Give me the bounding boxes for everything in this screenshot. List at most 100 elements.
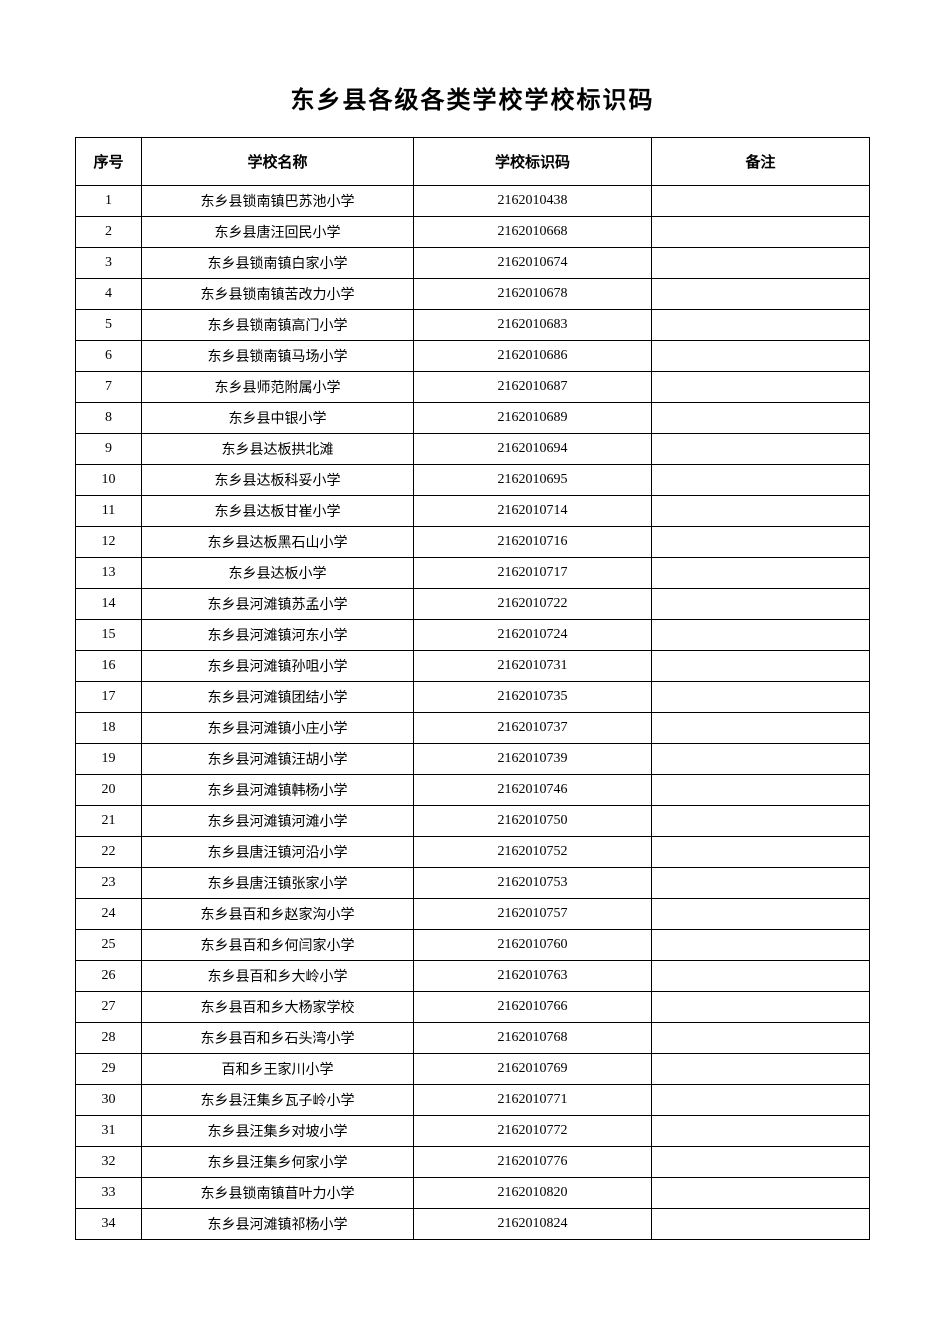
cell-school-name: 东乡县中银小学 bbox=[142, 403, 414, 434]
cell-school-name: 东乡县河滩镇苏孟小学 bbox=[142, 589, 414, 620]
cell-remark bbox=[652, 558, 870, 589]
cell-remark bbox=[652, 1054, 870, 1085]
cell-school-name: 东乡县锁南镇巴苏池小学 bbox=[142, 186, 414, 217]
cell-remark bbox=[652, 341, 870, 372]
cell-school-name: 东乡县百和乡石头湾小学 bbox=[142, 1023, 414, 1054]
cell-remark bbox=[652, 744, 870, 775]
cell-remark bbox=[652, 651, 870, 682]
cell-school-code: 2162010769 bbox=[414, 1054, 652, 1085]
cell-school-name: 东乡县锁南镇苦改力小学 bbox=[142, 279, 414, 310]
table-row: 9东乡县达板拱北滩2162010694 bbox=[76, 434, 870, 465]
cell-remark bbox=[652, 310, 870, 341]
cell-remark bbox=[652, 279, 870, 310]
table-row: 27东乡县百和乡大杨家学校2162010766 bbox=[76, 992, 870, 1023]
cell-seq: 19 bbox=[76, 744, 142, 775]
cell-seq: 13 bbox=[76, 558, 142, 589]
table-row: 29百和乡王家川小学2162010769 bbox=[76, 1054, 870, 1085]
cell-school-name: 百和乡王家川小学 bbox=[142, 1054, 414, 1085]
cell-seq: 3 bbox=[76, 248, 142, 279]
table-row: 4东乡县锁南镇苦改力小学2162010678 bbox=[76, 279, 870, 310]
cell-school-name: 东乡县唐汪镇张家小学 bbox=[142, 868, 414, 899]
cell-seq: 27 bbox=[76, 992, 142, 1023]
table-row: 12东乡县达板黑石山小学2162010716 bbox=[76, 527, 870, 558]
school-code-table: 序号 学校名称 学校标识码 备注 1东乡县锁南镇巴苏池小学21620104382… bbox=[75, 137, 870, 1240]
cell-remark bbox=[652, 868, 870, 899]
cell-remark bbox=[652, 806, 870, 837]
cell-school-code: 2162010694 bbox=[414, 434, 652, 465]
table-row: 13东乡县达板小学2162010717 bbox=[76, 558, 870, 589]
table-row: 2东乡县唐汪回民小学2162010668 bbox=[76, 217, 870, 248]
cell-school-code: 2162010766 bbox=[414, 992, 652, 1023]
cell-school-code: 2162010753 bbox=[414, 868, 652, 899]
cell-school-name: 东乡县河滩镇韩杨小学 bbox=[142, 775, 414, 806]
cell-school-code: 2162010760 bbox=[414, 930, 652, 961]
table-row: 5东乡县锁南镇高门小学2162010683 bbox=[76, 310, 870, 341]
table-row: 7东乡县师范附属小学2162010687 bbox=[76, 372, 870, 403]
cell-school-name: 东乡县达板黑石山小学 bbox=[142, 527, 414, 558]
header-seq: 序号 bbox=[76, 138, 142, 186]
cell-seq: 2 bbox=[76, 217, 142, 248]
cell-seq: 8 bbox=[76, 403, 142, 434]
table-header-row: 序号 学校名称 学校标识码 备注 bbox=[76, 138, 870, 186]
cell-school-name: 东乡县师范附属小学 bbox=[142, 372, 414, 403]
header-name: 学校名称 bbox=[142, 138, 414, 186]
cell-school-code: 2162010763 bbox=[414, 961, 652, 992]
cell-seq: 29 bbox=[76, 1054, 142, 1085]
cell-remark bbox=[652, 899, 870, 930]
cell-seq: 26 bbox=[76, 961, 142, 992]
cell-remark bbox=[652, 992, 870, 1023]
cell-school-code: 2162010737 bbox=[414, 713, 652, 744]
cell-school-code: 2162010722 bbox=[414, 589, 652, 620]
cell-seq: 24 bbox=[76, 899, 142, 930]
cell-school-name: 东乡县锁南镇白家小学 bbox=[142, 248, 414, 279]
cell-remark bbox=[652, 620, 870, 651]
cell-school-name: 东乡县河滩镇祁杨小学 bbox=[142, 1209, 414, 1240]
cell-remark bbox=[652, 372, 870, 403]
cell-school-code: 2162010683 bbox=[414, 310, 652, 341]
cell-remark bbox=[652, 434, 870, 465]
table-row: 8东乡县中银小学2162010689 bbox=[76, 403, 870, 434]
cell-seq: 32 bbox=[76, 1147, 142, 1178]
cell-school-name: 东乡县汪集乡对坡小学 bbox=[142, 1116, 414, 1147]
table-row: 25东乡县百和乡何闫家小学2162010760 bbox=[76, 930, 870, 961]
cell-school-name: 东乡县锁南镇苜叶力小学 bbox=[142, 1178, 414, 1209]
table-row: 1东乡县锁南镇巴苏池小学2162010438 bbox=[76, 186, 870, 217]
table-row: 18东乡县河滩镇小庄小学2162010737 bbox=[76, 713, 870, 744]
table-row: 31东乡县汪集乡对坡小学2162010772 bbox=[76, 1116, 870, 1147]
cell-school-code: 2162010824 bbox=[414, 1209, 652, 1240]
cell-seq: 5 bbox=[76, 310, 142, 341]
cell-remark bbox=[652, 403, 870, 434]
cell-remark bbox=[652, 1023, 870, 1054]
table-row: 34东乡县河滩镇祁杨小学2162010824 bbox=[76, 1209, 870, 1240]
cell-remark bbox=[652, 527, 870, 558]
cell-remark bbox=[652, 1147, 870, 1178]
cell-school-code: 2162010776 bbox=[414, 1147, 652, 1178]
cell-school-code: 2162010668 bbox=[414, 217, 652, 248]
cell-remark bbox=[652, 713, 870, 744]
table-row: 26东乡县百和乡大岭小学2162010763 bbox=[76, 961, 870, 992]
table-row: 20东乡县河滩镇韩杨小学2162010746 bbox=[76, 775, 870, 806]
cell-seq: 12 bbox=[76, 527, 142, 558]
cell-seq: 17 bbox=[76, 682, 142, 713]
table-row: 22东乡县唐汪镇河沿小学2162010752 bbox=[76, 837, 870, 868]
cell-remark bbox=[652, 1209, 870, 1240]
cell-school-code: 2162010750 bbox=[414, 806, 652, 837]
cell-school-name: 东乡县河滩镇汪胡小学 bbox=[142, 744, 414, 775]
cell-seq: 1 bbox=[76, 186, 142, 217]
cell-school-code: 2162010695 bbox=[414, 465, 652, 496]
cell-seq: 20 bbox=[76, 775, 142, 806]
cell-seq: 16 bbox=[76, 651, 142, 682]
table-row: 6东乡县锁南镇马场小学2162010686 bbox=[76, 341, 870, 372]
table-row: 3东乡县锁南镇白家小学2162010674 bbox=[76, 248, 870, 279]
cell-school-code: 2162010674 bbox=[414, 248, 652, 279]
table-row: 33东乡县锁南镇苜叶力小学2162010820 bbox=[76, 1178, 870, 1209]
cell-seq: 4 bbox=[76, 279, 142, 310]
cell-seq: 14 bbox=[76, 589, 142, 620]
cell-school-name: 东乡县河滩镇小庄小学 bbox=[142, 713, 414, 744]
page-title: 东乡县各级各类学校学校标识码 bbox=[75, 80, 870, 115]
cell-remark bbox=[652, 217, 870, 248]
cell-seq: 9 bbox=[76, 434, 142, 465]
cell-school-name: 东乡县唐汪镇河沿小学 bbox=[142, 837, 414, 868]
cell-school-code: 2162010717 bbox=[414, 558, 652, 589]
cell-remark bbox=[652, 465, 870, 496]
